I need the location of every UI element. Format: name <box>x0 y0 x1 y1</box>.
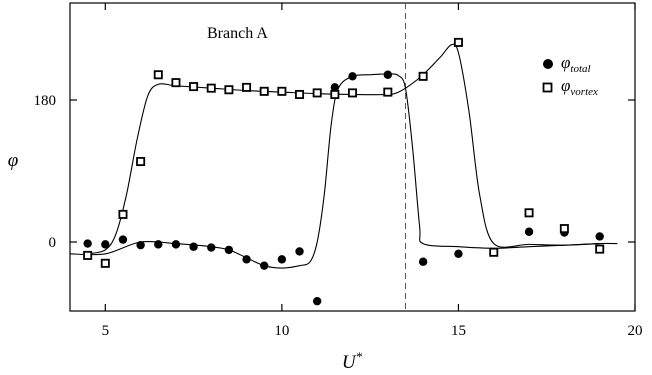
point-total-9 <box>242 255 251 264</box>
point-vortex-8 <box>224 85 234 95</box>
point-total-13 <box>312 296 322 306</box>
x-tick-label-5: 5 <box>102 323 110 339</box>
y-tick-label-0: 0 <box>49 235 57 251</box>
point-vortex-15 <box>347 88 357 98</box>
annotation-branch: Branch A <box>207 25 268 42</box>
legend-main-vortex: φ <box>561 76 570 95</box>
point-vortex-9 <box>242 82 252 92</box>
axis-ticks: 5 10 15 20 0 180 <box>34 3 643 339</box>
legend-sub-vortex: vortex <box>570 86 598 98</box>
point-vortex-6 <box>189 82 199 92</box>
point-total-8 <box>224 245 234 255</box>
x-tick-label-15: 15 <box>451 323 466 339</box>
fit-curves <box>69 43 618 269</box>
legend-main-total: φ <box>561 53 570 72</box>
point-vortex-22 <box>595 244 605 254</box>
legend-label-vortex: φvortex <box>561 76 598 98</box>
point-total-1 <box>101 240 110 249</box>
point-vortex-4 <box>153 70 163 80</box>
plot-frame <box>69 2 636 312</box>
y-tick-label-180: 180 <box>34 93 57 109</box>
point-total-15 <box>348 72 357 81</box>
point-total-17 <box>418 257 428 266</box>
point-total-3 <box>136 240 145 250</box>
point-vortex-16 <box>383 87 393 97</box>
legend-marker-total <box>543 59 553 69</box>
legend-marker-vortex <box>542 82 553 93</box>
point-vortex-0 <box>83 250 93 260</box>
point-vortex-7 <box>206 83 216 93</box>
point-vortex-10 <box>259 86 269 96</box>
point-total-0 <box>83 239 92 248</box>
point-total-2 <box>118 235 128 244</box>
legend: φtotal φvortex <box>542 53 598 98</box>
point-total-4 <box>154 240 163 249</box>
legend-sub-total: total <box>570 63 590 75</box>
point-vortex-21 <box>559 224 569 234</box>
data-points <box>83 37 605 306</box>
point-vortex-20 <box>524 208 534 218</box>
point-vortex-18 <box>453 37 463 47</box>
x-tick-label-20: 20 <box>628 323 643 339</box>
point-vortex-11 <box>277 86 287 96</box>
x-axis-label: U* <box>342 349 363 374</box>
point-total-11 <box>277 255 287 264</box>
point-vortex-1 <box>100 258 110 268</box>
point-vortex-12 <box>295 89 305 99</box>
point-total-10 <box>260 261 269 270</box>
point-total-20 <box>524 227 534 236</box>
x-axis-label-sup: * <box>356 349 363 364</box>
legend-label-total: φtotal <box>561 53 591 75</box>
point-total-7 <box>207 243 216 252</box>
y-axis-label: φ <box>8 150 19 171</box>
point-vortex-13 <box>312 88 322 98</box>
point-total-16 <box>383 70 393 79</box>
x-tick-label-10: 10 <box>274 323 289 339</box>
point-total-18 <box>454 249 463 259</box>
point-total-5 <box>171 240 181 249</box>
point-total-6 <box>189 242 198 251</box>
fit-curve-0 <box>69 73 618 269</box>
point-total-14 <box>330 83 340 92</box>
point-total-12 <box>295 247 304 256</box>
point-vortex-3 <box>136 157 146 167</box>
x-axis-label-main: U <box>342 352 357 373</box>
point-vortex-19 <box>489 247 499 257</box>
point-vortex-2 <box>118 209 128 219</box>
point-vortex-14 <box>330 89 340 99</box>
point-vortex-17 <box>418 71 428 81</box>
point-total-22 <box>595 232 604 241</box>
fit-curve-1 <box>87 43 600 255</box>
point-vortex-5 <box>171 78 181 88</box>
